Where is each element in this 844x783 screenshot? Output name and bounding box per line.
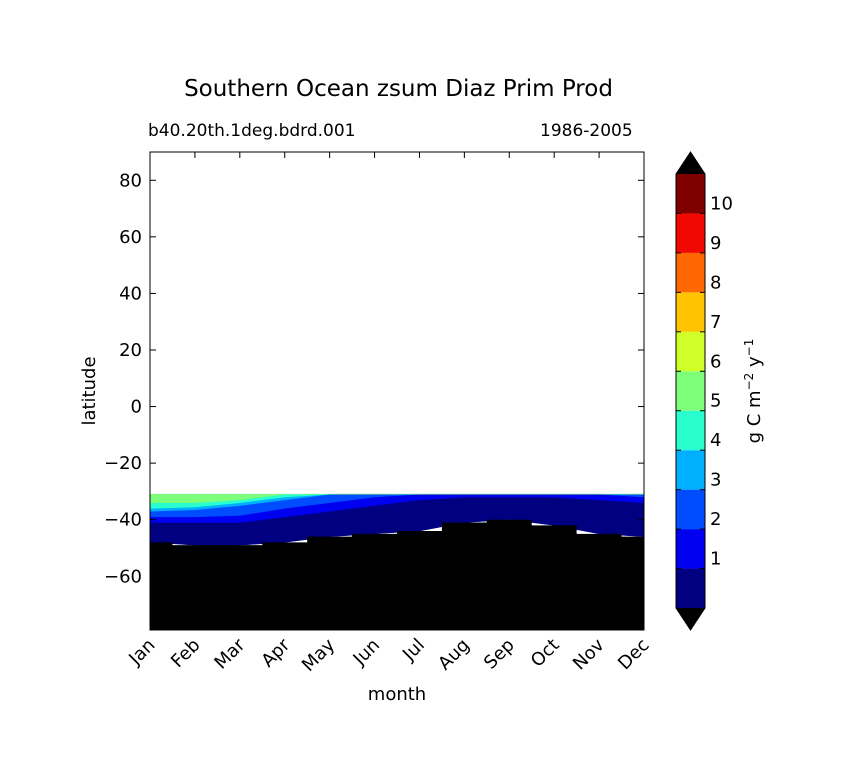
x-tick-label: Jul xyxy=(398,635,429,666)
y-tick-label: 80 xyxy=(119,170,142,191)
land-mask xyxy=(150,519,644,630)
y-axis: 80 60 40 20 0 −20 −40 −60 xyxy=(104,170,644,587)
colorbar-segment xyxy=(676,410,705,451)
y-tick-label: −40 xyxy=(104,510,142,531)
x-tick-label: Dec xyxy=(614,635,653,674)
colorbar: 1 2 3 4 5 6 7 8 9 10 xyxy=(675,151,733,631)
x-tick-label: Apr xyxy=(257,634,294,671)
y-axis-label: latitude xyxy=(79,356,100,425)
colorbar-segment xyxy=(676,331,705,372)
colorbar-segment xyxy=(676,174,705,214)
colorbar-segment xyxy=(676,529,705,569)
y-tick-label: −60 xyxy=(104,566,142,587)
colorbar-segment xyxy=(676,213,705,253)
colorbar-tick-label: 6 xyxy=(710,351,721,372)
colorbar-extend-over xyxy=(676,152,705,174)
x-tick-label: May xyxy=(298,634,339,675)
colorbar-tick-label: 3 xyxy=(710,470,721,491)
chart-subtitle-period: 1986-2005 xyxy=(540,121,633,141)
y-tick-label: 40 xyxy=(119,283,142,304)
y-tick-label: 20 xyxy=(119,340,142,361)
colorbar-tick-label: 8 xyxy=(710,272,721,293)
x-tick-label: Feb xyxy=(167,635,204,672)
x-tick-label: Oct xyxy=(527,635,564,672)
y-tick-label: 0 xyxy=(131,397,142,418)
colorbar-tick-label: 7 xyxy=(710,312,721,333)
colorbar-tick-label: 10 xyxy=(710,193,733,214)
plot-fill-layer xyxy=(149,493,645,630)
colorbar-segment xyxy=(676,252,705,293)
x-tick-label: Sep xyxy=(480,635,519,674)
x-tick-label: Jan xyxy=(124,635,159,670)
x-tick-label: Jun xyxy=(349,635,384,670)
x-tick-label: Mar xyxy=(210,634,249,673)
colorbar-segment xyxy=(676,489,705,530)
x-tick-label: Nov xyxy=(569,634,609,674)
y-tick-label: 60 xyxy=(119,227,142,248)
colorbar-tick-label: 9 xyxy=(710,233,721,254)
colorbar-outline xyxy=(675,151,706,631)
colorbar-label: g C m−2 y−1 xyxy=(742,339,765,444)
colorbar-segment xyxy=(676,371,705,411)
contour-band-6 xyxy=(149,493,644,503)
chart-title: Southern Ocean zsum Diaz Prim Prod xyxy=(184,76,613,102)
colorbar-segment xyxy=(676,568,705,608)
x-tick-label: Aug xyxy=(434,635,474,675)
colorbar-tick-label: 4 xyxy=(710,430,721,451)
chart-subtitle-run: b40.20th.1deg.bdrd.001 xyxy=(148,121,356,141)
colorbar-extend-under xyxy=(676,608,705,630)
colorbar-tick-label: 5 xyxy=(710,391,721,412)
colorbar-tick-label: 2 xyxy=(710,509,721,530)
y-tick-label: −20 xyxy=(104,453,142,474)
x-axis-label: month xyxy=(368,684,426,705)
colorbar-segment xyxy=(676,450,705,490)
colorbar-tick-label: 1 xyxy=(710,549,721,570)
colorbar-segment xyxy=(676,292,705,332)
plot-frame xyxy=(149,151,645,631)
